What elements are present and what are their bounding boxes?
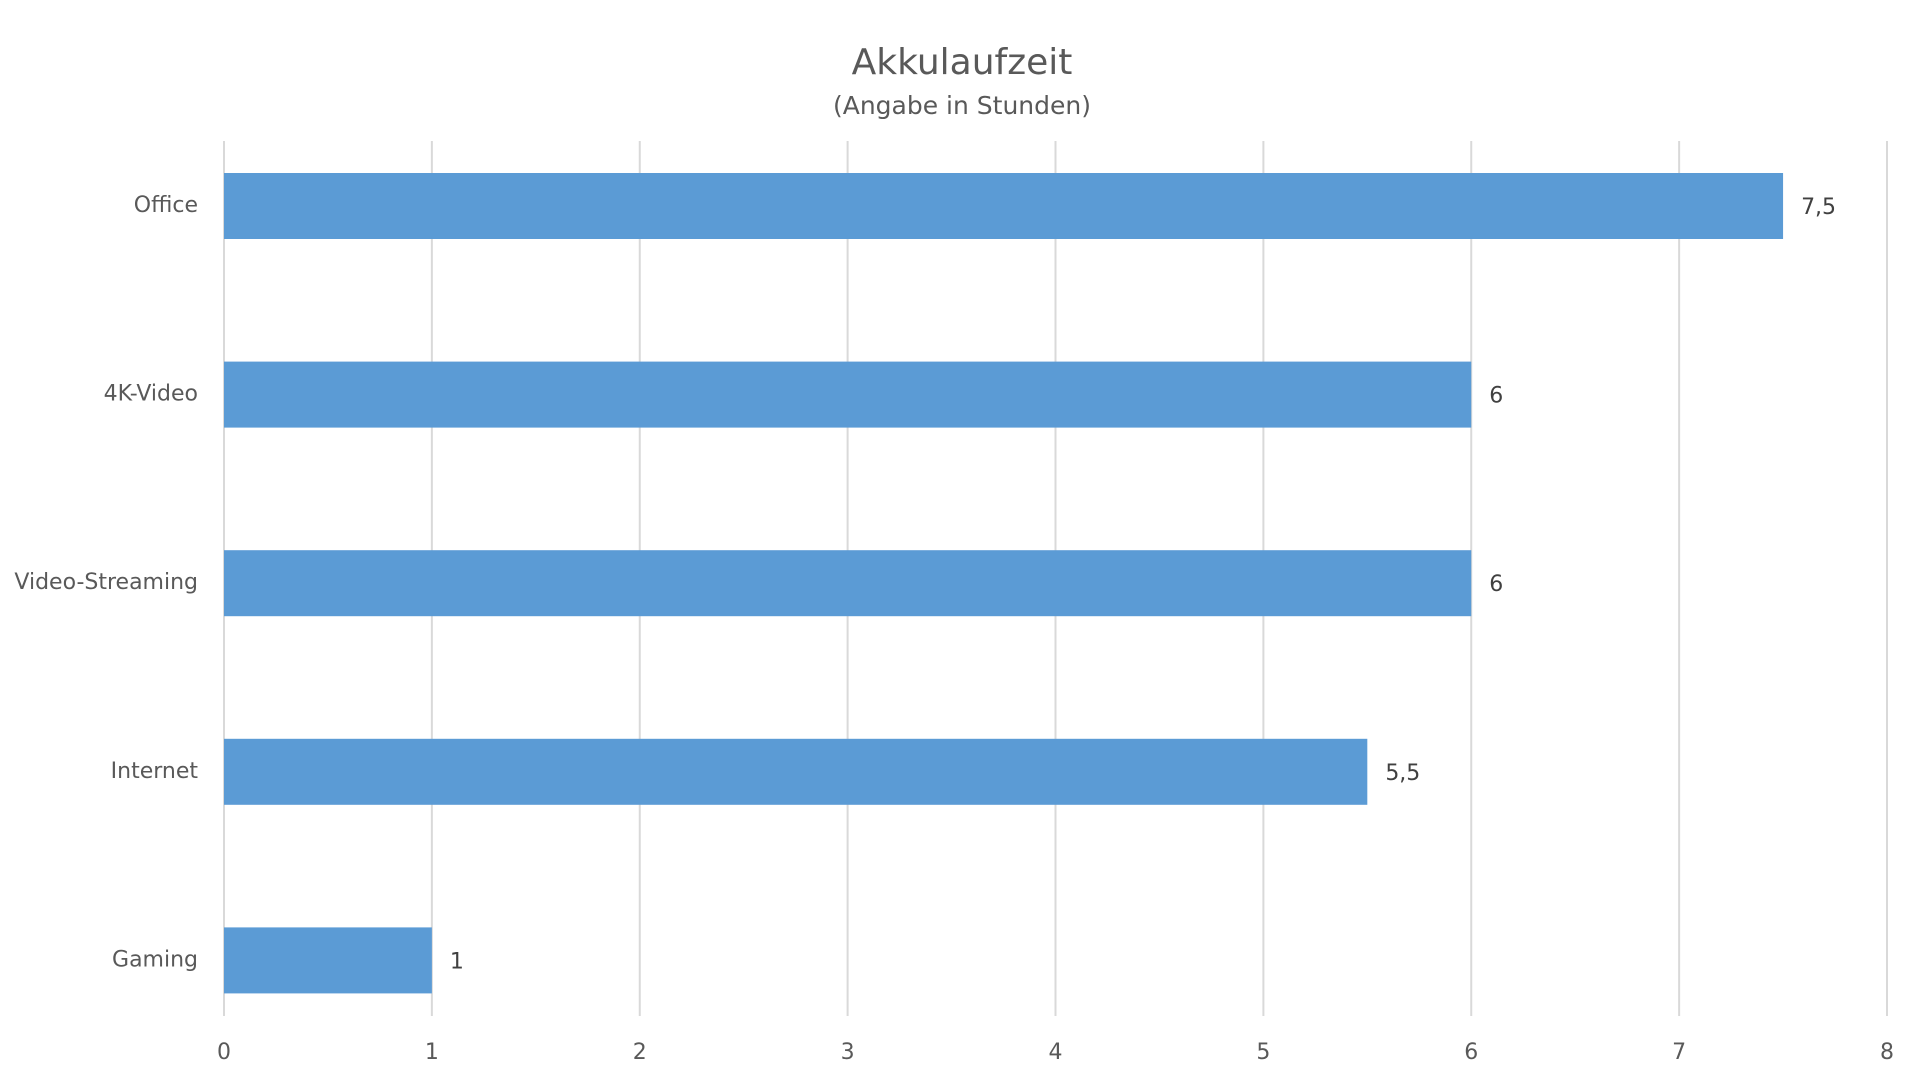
bar	[224, 927, 432, 994]
x-tick-label: 0	[217, 1040, 231, 1065]
y-tick-label: Video-Streaming	[14, 570, 198, 595]
data-label: 5,5	[1385, 761, 1420, 786]
bar	[224, 361, 1472, 428]
data-label: 6	[1489, 572, 1503, 597]
data-label: 1	[450, 949, 464, 974]
y-tick-label: Office	[134, 193, 198, 218]
x-tick-label: 1	[425, 1040, 439, 1065]
x-tick-label: 3	[841, 1040, 855, 1065]
chart-title: Akkulaufzeit	[852, 42, 1073, 83]
y-tick-label: 4K-Video	[104, 382, 198, 407]
data-label: 7,5	[1801, 195, 1836, 220]
x-tick-label: 4	[1049, 1040, 1063, 1065]
chart-subtitle: (Angabe in Stunden)	[833, 91, 1091, 120]
y-tick-label: Gaming	[112, 947, 198, 972]
x-tick-label: 7	[1672, 1040, 1686, 1065]
bar	[224, 173, 1784, 239]
bar	[224, 550, 1472, 617]
x-tick-label: 8	[1880, 1040, 1894, 1065]
y-tick-label: Internet	[111, 759, 199, 784]
x-tick-label: 5	[1256, 1040, 1270, 1065]
data-label: 6	[1489, 384, 1503, 409]
bar	[224, 738, 1368, 805]
x-tick-label: 2	[633, 1040, 647, 1065]
x-tick-label: 6	[1464, 1040, 1478, 1065]
